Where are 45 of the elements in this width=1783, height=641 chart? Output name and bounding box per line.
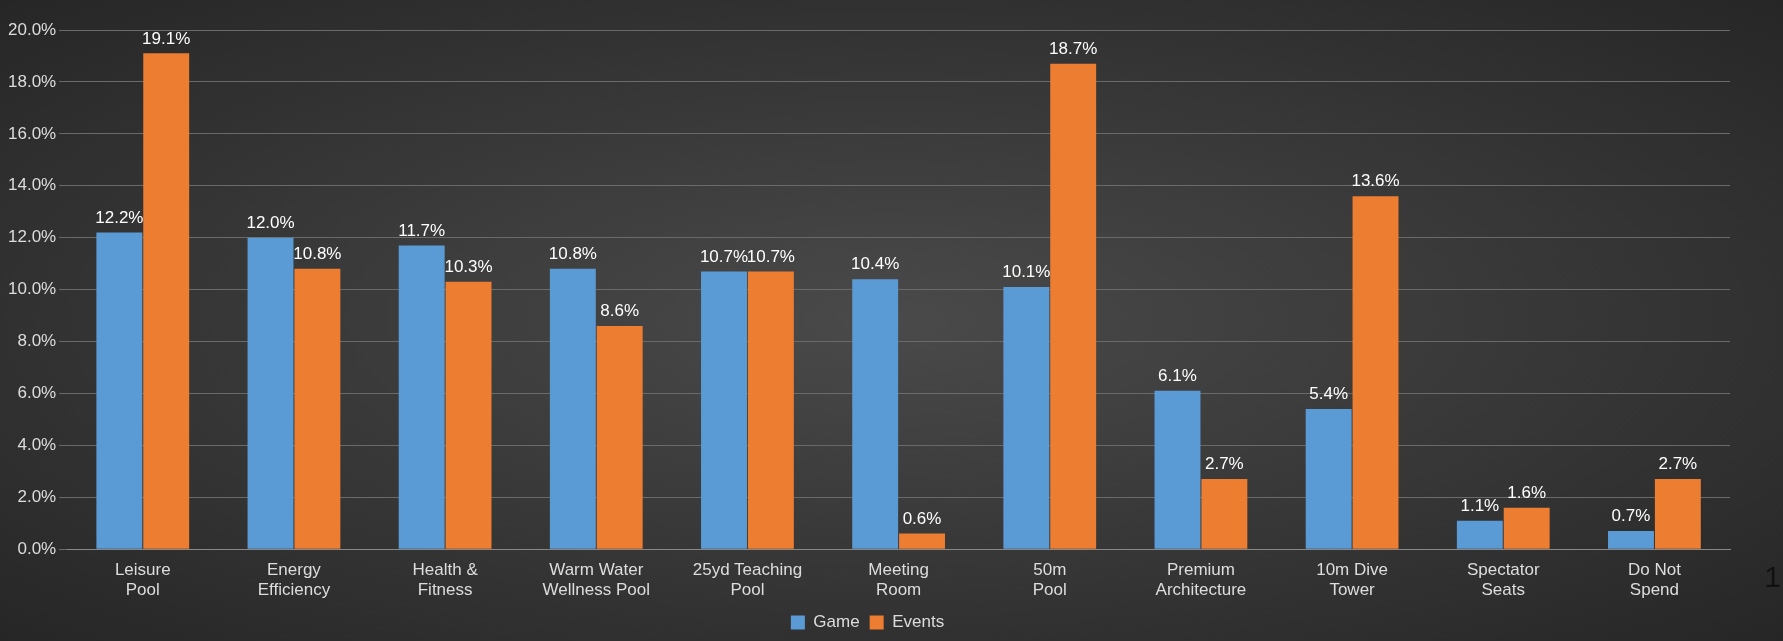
data-label: 5.4% <box>1309 384 1349 404</box>
data-label: 10.8% <box>293 244 342 264</box>
data-label: 0.7% <box>1611 506 1651 526</box>
y-tick-label: 8.0% <box>17 331 57 351</box>
data-label: 10.8% <box>548 244 597 264</box>
data-label: 1.1% <box>1460 495 1500 515</box>
data-label: 12.0% <box>246 212 295 232</box>
x-tick-label: Meeting Room <box>868 560 929 600</box>
x-tick-label: Spectator Seats <box>1466 560 1540 600</box>
data-label: 2.7% <box>1658 454 1698 474</box>
y-tick-label: 0.0% <box>17 538 57 558</box>
y-tick-label: 18.0% <box>8 71 57 91</box>
x-tick-label: Do Not Spend <box>1627 560 1682 600</box>
y-tick-label: 4.0% <box>17 435 57 455</box>
data-label: 10.4% <box>851 254 900 274</box>
data-label: 11.7% <box>398 220 446 240</box>
y-tick-label: 6.0% <box>17 383 57 403</box>
y-tick-label: 12.0% <box>8 227 57 247</box>
x-tick-label: Warm Water Wellness Pool <box>542 560 650 600</box>
data-label: 10.3% <box>444 257 493 276</box>
data-label: 2.7% <box>1204 454 1244 474</box>
x-tick-label: Energy Efficiency <box>257 560 331 600</box>
legend-label: Events <box>892 612 945 632</box>
data-label: 12.2% <box>95 207 144 227</box>
data-label: 6.1% <box>1158 366 1197 386</box>
x-tick-label: Health & Fitness <box>412 560 479 600</box>
y-tick-label: 10.0% <box>8 279 57 299</box>
data-label: 10.7% <box>699 246 749 266</box>
x-tick-label: Leisure Pool <box>114 560 171 600</box>
x-tick-label: 50m Pool <box>1032 560 1067 600</box>
x-tick-label: 25yd Teaching Pool <box>692 560 803 600</box>
x-tick-label: 10m Dive Tower <box>1316 560 1388 600</box>
data-label: 13.6% <box>1351 171 1400 191</box>
y-tick-label: 2.0% <box>17 486 57 506</box>
data-label: 19.1% <box>142 28 191 48</box>
y-tick-label: 14.0% <box>8 175 57 195</box>
data-label: 0.6% <box>902 508 942 528</box>
y-tick-label: 20.0% <box>8 19 57 39</box>
data-label: 1.6% <box>1507 482 1547 502</box>
y-tick-label: 16.0% <box>8 123 57 143</box>
data-label: 8.6% <box>600 301 640 321</box>
x-tick-label: Premium Architecture <box>1155 560 1247 600</box>
legend-label: Game <box>813 612 860 632</box>
data-label: 18.7% <box>1049 38 1098 58</box>
data-label: 10.1% <box>1002 262 1051 282</box>
